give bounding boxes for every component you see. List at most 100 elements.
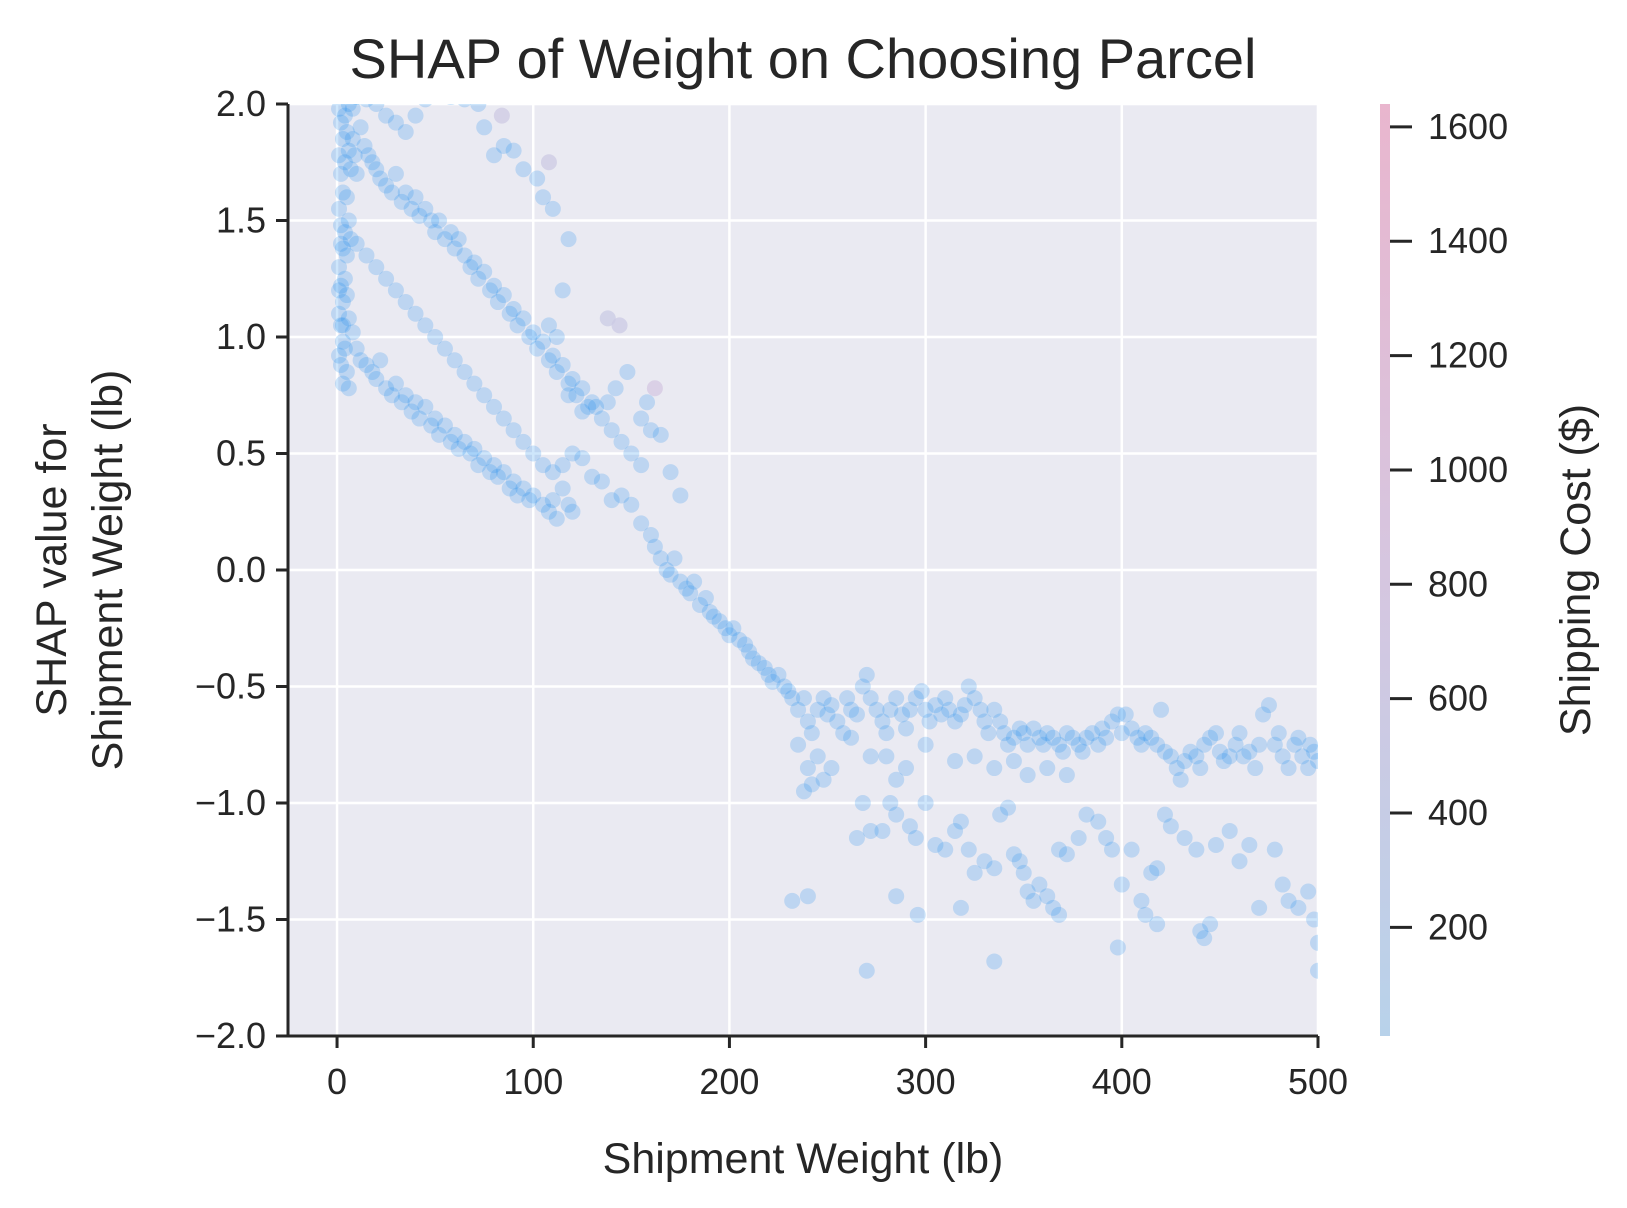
data-point <box>358 356 375 373</box>
data-point <box>1162 748 1179 765</box>
data-point <box>356 137 373 154</box>
data-point <box>1231 853 1248 870</box>
data-point <box>378 380 395 397</box>
data-point <box>525 324 542 341</box>
data-point <box>332 356 349 373</box>
data-point <box>956 697 973 714</box>
data-point <box>482 464 499 481</box>
data-point <box>795 783 812 800</box>
colorbar-tick-label: 1000 <box>1428 449 1508 490</box>
data-point <box>515 310 532 327</box>
data-point <box>1051 736 1068 753</box>
data-point <box>888 771 905 788</box>
data-point <box>338 287 355 304</box>
data-point <box>986 860 1003 877</box>
data-point <box>1000 799 1017 816</box>
y-tick-label: 0.5 <box>216 433 266 474</box>
data-point <box>725 620 742 637</box>
data-point <box>611 317 628 334</box>
data-point <box>790 701 807 718</box>
data-point <box>593 410 610 427</box>
data-point <box>1221 822 1238 839</box>
data-point <box>403 403 420 420</box>
data-point <box>652 426 669 443</box>
data-point <box>697 589 714 606</box>
data-point <box>442 433 459 450</box>
data-point <box>462 445 479 462</box>
y-tick-label: 0.0 <box>216 549 266 590</box>
data-point <box>1133 892 1150 909</box>
data-point <box>466 254 483 271</box>
data-point <box>1176 829 1193 846</box>
data-point <box>639 394 656 411</box>
data-point <box>340 380 357 397</box>
x-tick-label: 200 <box>699 1061 759 1102</box>
data-point <box>505 142 522 159</box>
data-point <box>803 725 820 742</box>
x-axis-ticks: 0 100 200 300 400 500 <box>327 1036 1348 1102</box>
data-point <box>431 426 448 443</box>
colorbar-tick-label: 800 <box>1428 563 1488 604</box>
data-point <box>584 468 601 485</box>
data-point <box>1241 743 1258 760</box>
data-point <box>564 370 581 387</box>
data-point <box>544 200 561 217</box>
data-point <box>462 259 479 276</box>
data-point <box>1094 720 1111 737</box>
data-point <box>701 603 718 620</box>
data-point <box>917 795 934 811</box>
data-point <box>580 398 597 415</box>
x-tick-label: 500 <box>1288 1061 1348 1102</box>
data-point <box>525 487 542 504</box>
data-point <box>338 123 355 140</box>
data-point <box>992 713 1009 730</box>
data-point <box>1172 771 1189 788</box>
data-point <box>505 473 522 490</box>
chart-title: SHAP of Weight on Choosing Parcel <box>350 27 1257 90</box>
data-point <box>986 760 1003 777</box>
data-point <box>829 713 846 730</box>
data-point <box>1260 697 1277 714</box>
data-point <box>947 753 964 770</box>
data-point <box>937 841 954 858</box>
data-point <box>731 631 748 648</box>
data-point <box>888 690 905 707</box>
data-point <box>368 259 385 276</box>
data-point <box>756 659 773 676</box>
data-point <box>456 247 473 264</box>
data-point <box>417 200 434 217</box>
data-point <box>1251 736 1268 753</box>
data-point <box>387 282 404 299</box>
data-point <box>862 822 879 839</box>
data-point <box>1274 876 1291 893</box>
data-point <box>486 457 502 474</box>
data-point <box>397 294 414 311</box>
data-point <box>913 683 930 700</box>
data-point <box>393 193 410 210</box>
data-point <box>1153 701 1170 718</box>
y-tick-label: −0.5 <box>195 666 266 707</box>
data-point <box>1143 729 1160 746</box>
data-point <box>544 347 561 364</box>
data-point <box>332 217 349 234</box>
data-point <box>372 352 389 369</box>
data-point <box>862 748 879 765</box>
data-point <box>1149 916 1166 933</box>
data-point <box>1156 806 1173 823</box>
data-point <box>476 263 493 280</box>
data-point <box>450 440 467 457</box>
data-point <box>1011 720 1028 737</box>
data-point <box>442 224 459 241</box>
data-point <box>952 706 969 723</box>
data-point <box>1235 748 1252 765</box>
data-point <box>927 836 944 853</box>
data-point <box>976 713 993 730</box>
data-point <box>1015 864 1032 881</box>
data-point <box>340 310 357 327</box>
data-point <box>799 760 816 777</box>
data-point <box>334 317 351 334</box>
data-point <box>623 496 640 513</box>
data-point <box>548 510 565 527</box>
data-point <box>623 445 640 462</box>
data-point <box>509 487 526 504</box>
